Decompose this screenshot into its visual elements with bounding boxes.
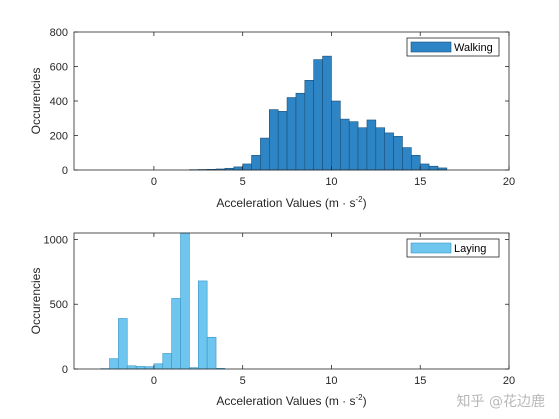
y-tick-label: 200: [50, 131, 68, 143]
histogram-bar: [277, 111, 288, 171]
histogram-bar: [286, 97, 297, 171]
legend-label: Laying: [454, 243, 486, 255]
y-tick-label: 400: [50, 96, 68, 108]
x-axis-label: Acceleration Values (m · s-2): [216, 393, 366, 408]
histogram-bar: [411, 155, 421, 171]
x-tick-label: 15: [414, 375, 426, 387]
histogram-bar: [295, 92, 306, 171]
x-tick-label: 0: [151, 375, 157, 387]
x-tick-label: 10: [325, 176, 337, 188]
histogram-bar: [313, 59, 323, 171]
histogram-bar: [251, 155, 261, 171]
y-tick-label: 600: [50, 62, 68, 74]
histogram-bar: [366, 119, 377, 171]
histogram-bar: [260, 137, 270, 171]
x-tick-label: 10: [325, 375, 337, 387]
histogram-bar: [197, 280, 208, 370]
histogram-bar: [162, 353, 172, 370]
legend-swatch: [410, 41, 452, 53]
histogram-bar: [233, 166, 243, 171]
y-axis-label: Occurencies: [29, 268, 43, 335]
x-tick-label: 20: [503, 375, 515, 387]
x-axis-label: Acceleration Values (m · s-2): [216, 195, 366, 210]
y-tick-label: 800: [50, 27, 68, 39]
histogram-bar: [348, 121, 359, 171]
x-tick-label: 5: [240, 375, 246, 387]
x-tick-label: 15: [414, 176, 426, 188]
watermark: 知乎 @花边鹿: [456, 394, 545, 410]
axes-box: [73, 232, 510, 370]
histogram-bar: [304, 80, 314, 171]
histogram-bar: [402, 147, 412, 171]
histogram-bar: [375, 127, 386, 171]
y-tick-label: 500: [50, 299, 68, 311]
histogram-bar: [357, 127, 368, 171]
y-axis-label: Occurencies: [29, 68, 43, 135]
histogram-bar: [428, 165, 439, 171]
legend: Walking: [406, 37, 500, 57]
x-tick-label: 5: [240, 176, 246, 188]
histogram-bar: [126, 365, 137, 370]
histogram-bar: [419, 163, 430, 171]
histogram-bar: [331, 100, 341, 171]
chart-2: 0 5 10 15 20 0 500 1000 Acceleration Values (m ·…: [29, 232, 515, 408]
histogram-bar: [118, 318, 128, 370]
histogram-bar: [322, 55, 332, 171]
x-tick-label: 0: [151, 176, 157, 188]
legend-swatch: [410, 242, 452, 254]
y-tick-label: 0: [62, 165, 68, 177]
x-tick-label: 20: [503, 176, 515, 188]
histogram-bar: [384, 132, 394, 171]
histogram-bar: [180, 232, 190, 370]
histogram-bar: [340, 118, 350, 171]
histogram-bar: [109, 358, 119, 370]
histogram-bar: [206, 336, 217, 370]
legend-label: Walking: [454, 42, 493, 54]
legend: Laying: [406, 238, 500, 258]
histogram-bar: [269, 109, 279, 171]
histogram-bar: [153, 363, 164, 370]
histogram-bar: [393, 136, 403, 171]
y-tick-label: 1000: [44, 234, 68, 246]
histogram-bar: [242, 163, 252, 171]
y-tick-label: 0: [62, 364, 68, 376]
histogram-bar: [171, 298, 181, 370]
